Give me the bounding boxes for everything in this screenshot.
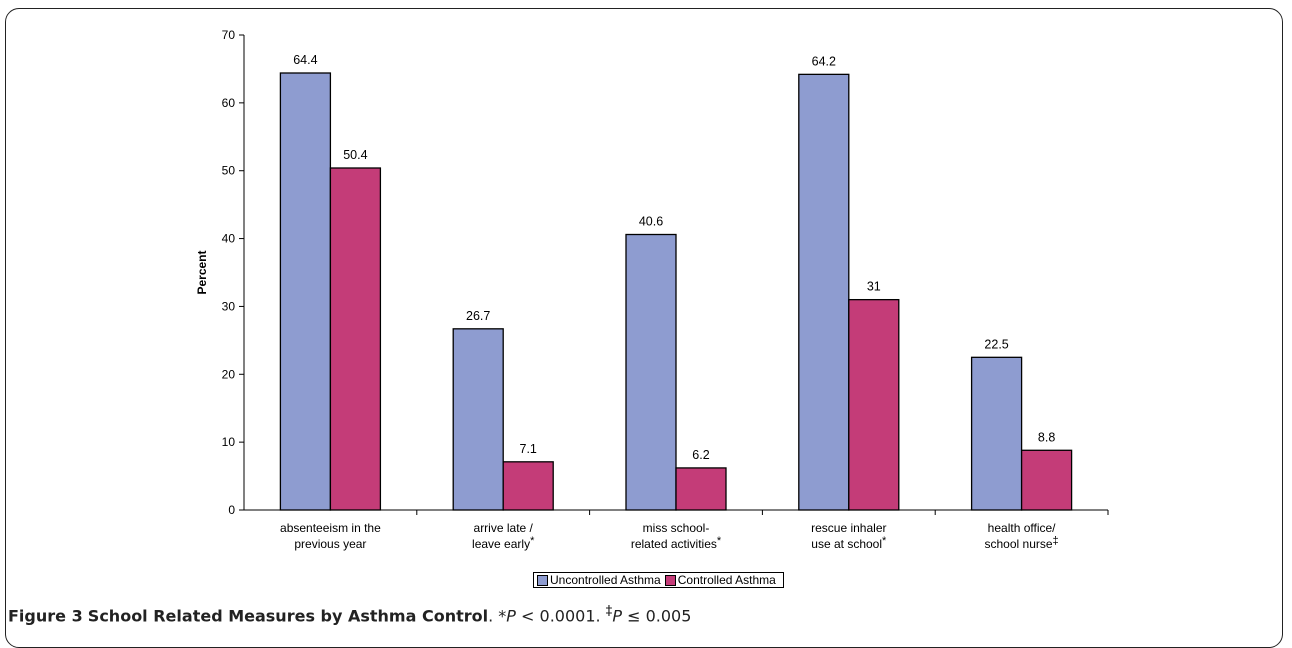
- bar-uncontrolled-asthma: [279, 72, 332, 511]
- x-tick-label: related activities*: [631, 535, 722, 551]
- legend-swatch-controlled: [664, 574, 676, 586]
- data-label: 8.8: [1038, 430, 1055, 444]
- bar-uncontrolled-asthma: [970, 356, 1023, 511]
- y-axis-title: Percent: [195, 250, 209, 294]
- caption-p-symbol-2: P: [612, 606, 622, 626]
- data-label: 7.1: [520, 442, 537, 456]
- caption-note-1: < 0.0001.: [515, 606, 606, 626]
- bar-uncontrolled-asthma: [625, 233, 677, 511]
- x-tick-label: health office/: [988, 521, 1056, 535]
- caption-note-prefix: . *: [488, 606, 507, 626]
- figure-label: Figure 3: [8, 606, 83, 626]
- y-tick-label: 60: [222, 96, 236, 110]
- bar-controlled-asthma: [502, 461, 554, 511]
- data-label: 6.2: [692, 448, 709, 462]
- caption-p-symbol-1: P: [506, 606, 516, 626]
- data-label: 64.4: [293, 53, 317, 67]
- data-label: 50.4: [343, 148, 367, 162]
- x-tick-label: leave early*: [472, 535, 535, 551]
- y-tick-label: 50: [222, 164, 236, 178]
- x-tick-label: school nurse‡: [985, 535, 1059, 551]
- legend-item-uncontrolled: Uncontrolled Asthma: [537, 573, 661, 587]
- caption-note-2: ≤ 0.005: [622, 606, 692, 626]
- bar-controlled-asthma: [848, 298, 900, 511]
- y-tick-label: 10: [222, 435, 236, 449]
- bar-chart: 0 10 20 30 40 50 60 70 Percent 64.4 50.4 absenteeis…: [195, 28, 1109, 551]
- y-tick-label: 70: [222, 28, 236, 42]
- data-label: 40.6: [639, 215, 663, 229]
- data-label: 26.7: [466, 309, 490, 323]
- bar-uncontrolled-asthma: [798, 73, 850, 511]
- bar-controlled-asthma: [675, 467, 727, 511]
- figure-title: School Related Measures by Asthma Contro…: [87, 606, 489, 626]
- data-label: 22.5: [984, 337, 1008, 351]
- y-tick-label: 20: [222, 367, 236, 381]
- data-label: 64.2: [812, 54, 836, 68]
- x-tick-label: miss school-: [643, 521, 710, 535]
- y-tick-label: 40: [222, 232, 236, 246]
- data-label: 31: [867, 280, 881, 294]
- x-tick-label: absenteeism in the: [280, 521, 381, 535]
- bar-uncontrolled-asthma: [452, 328, 504, 511]
- caption-double-dagger: ‡: [605, 604, 613, 619]
- y-tick-label: 0: [228, 503, 235, 517]
- figure-caption: Figure 3 School Related Measures by Asth…: [8, 604, 691, 625]
- x-tick-label: rescue inhaler: [811, 521, 886, 535]
- legend-label-controlled: Controlled Asthma: [677, 573, 776, 587]
- x-tick-label: previous year: [294, 537, 366, 551]
- x-tick-label: use at school*: [811, 535, 887, 551]
- bar-controlled-asthma: [329, 167, 382, 511]
- legend-item-controlled: Controlled Asthma: [664, 573, 776, 587]
- bar-controlled-asthma: [1020, 449, 1073, 511]
- legend-swatch-uncontrolled: [537, 574, 548, 586]
- chart-legend: Uncontrolled Asthma Controlled Asthma: [533, 572, 784, 588]
- y-tick-label: 30: [222, 299, 236, 313]
- legend-label-uncontrolled: Uncontrolled Asthma: [550, 573, 661, 587]
- x-tick-label: arrive late /: [474, 521, 534, 535]
